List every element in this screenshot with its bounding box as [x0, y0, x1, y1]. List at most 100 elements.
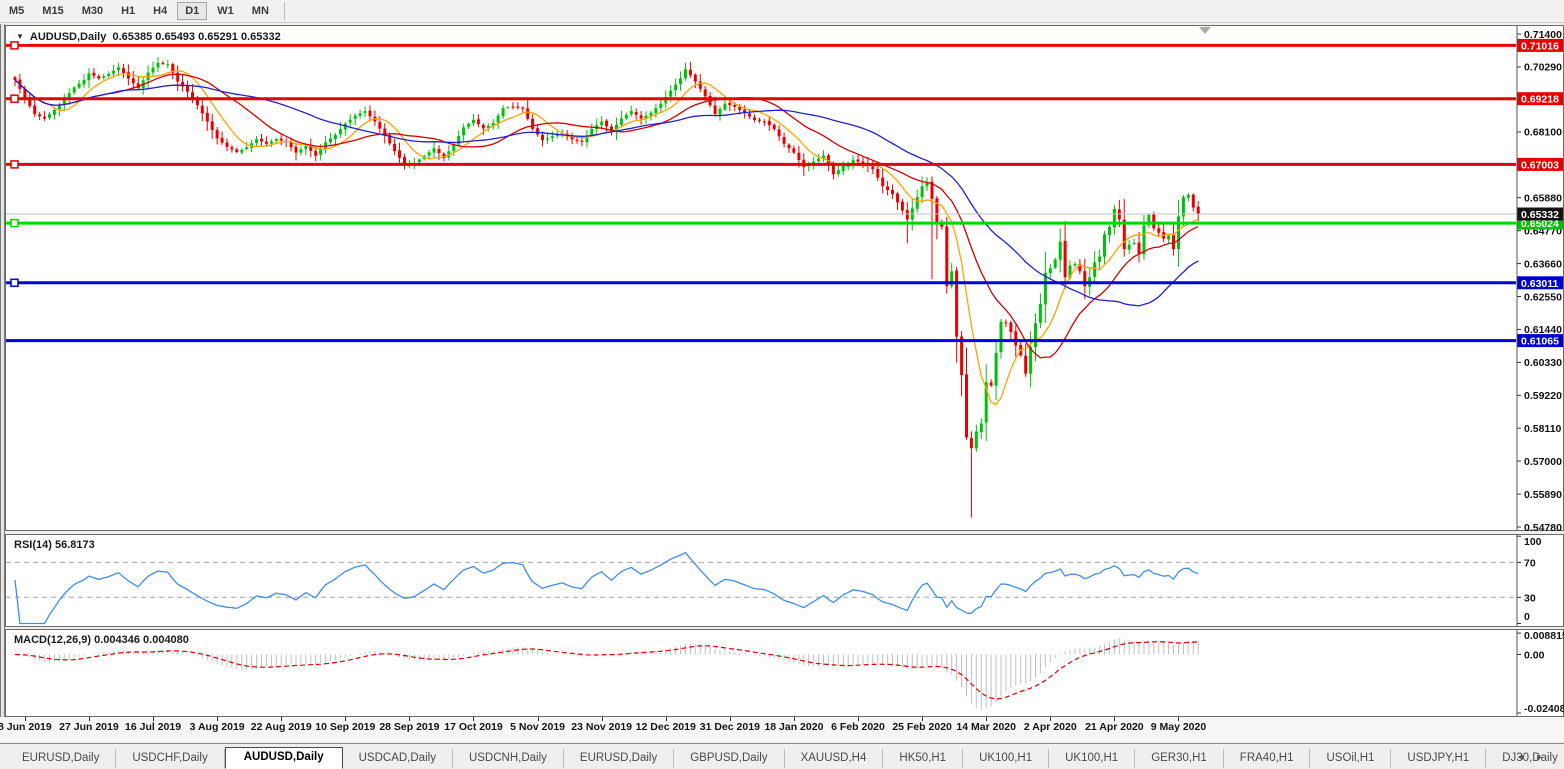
medium-ma	[14, 73, 1199, 359]
tab-fra40-h1[interactable]: FRA40,H1	[1224, 749, 1311, 768]
timeframe-button-h4[interactable]: H4	[153, 5, 168, 17]
tab-hk50-h1[interactable]: HK50,H1	[883, 749, 964, 768]
timeframe-button-m5[interactable]: M5	[9, 5, 25, 17]
chart-title: ▼ AUDUSD,Daily 0.65385 0.65493 0.65291 0.…	[16, 31, 281, 43]
date-label: 8 Jun 2019	[0, 721, 52, 733]
date-label: 18 Jan 2020	[764, 721, 824, 733]
date-tick	[1050, 717, 1052, 721]
svg-text:0.61065: 0.61065	[1521, 336, 1559, 348]
date-tick	[793, 717, 795, 721]
date-tick	[986, 717, 988, 721]
svg-text:0.63660: 0.63660	[1524, 258, 1562, 270]
timeframe-button-mn[interactable]: MN	[251, 5, 269, 17]
macd-axis[interactable]: 0.008815 0.00 -0.024082	[1516, 630, 1564, 716]
horizontal-line-0.71016[interactable]	[6, 41, 1516, 50]
svg-text:0.54780: 0.54780	[1524, 522, 1562, 534]
svg-text:0.68100: 0.68100	[1524, 127, 1562, 139]
date-label: 31 Dec 2019	[699, 721, 760, 733]
price-badge-0.61065: 0.61065	[1517, 334, 1563, 348]
ohlc-close: 0.65332	[240, 31, 281, 43]
tab-usdjpy-h1[interactable]: USDJPY,H1	[1391, 749, 1487, 768]
date-tick	[24, 717, 26, 721]
chart-menu-icon[interactable]: ▼	[16, 32, 24, 41]
rsi-frame	[5, 534, 1564, 627]
svg-text:-0.024082: -0.024082	[1524, 703, 1564, 715]
tab-xauusd-h4[interactable]: XAUUSD,H4	[785, 749, 884, 768]
tab-gbpusd-daily[interactable]: GBPUSD,Daily	[674, 749, 785, 768]
svg-text:0.65332: 0.65332	[1521, 209, 1559, 221]
candles	[13, 57, 1200, 518]
timeframe-toolbar: M5 M15 M30 H1 H4 D1 W1 MN	[0, 0, 1564, 23]
tab-ger30-h1[interactable]: GER30,H1	[1135, 749, 1224, 768]
macd-frame	[5, 629, 1564, 717]
tab-uk100-h1[interactable]: UK100,H1	[1049, 749, 1136, 768]
slow-ma	[14, 79, 1199, 307]
date-tick	[665, 717, 667, 721]
timeframe-button-h1[interactable]: H1	[121, 5, 136, 17]
svg-text:30: 30	[1524, 592, 1536, 604]
timeframe-button-d1[interactable]: D1	[177, 2, 208, 20]
horizontal-line-0.67003[interactable]	[6, 160, 1516, 169]
svg-text:0.55890: 0.55890	[1524, 489, 1562, 501]
chart-shift-marker-icon	[1199, 27, 1211, 34]
tabs-scroll-left-icon[interactable]: ◂	[1517, 752, 1537, 763]
timeframe-button-m15[interactable]: M15	[42, 5, 64, 17]
date-label: 17 Oct 2019	[444, 721, 503, 733]
tab-usdchf-daily[interactable]: USDCHF,Daily	[116, 749, 225, 768]
price-badge-0.63011: 0.63011	[1517, 276, 1563, 290]
date-label: 23 Nov 2019	[571, 721, 633, 733]
date-tick	[601, 717, 603, 721]
main-chart-frame	[5, 25, 1564, 531]
date-label: 10 Sep 2019	[315, 721, 376, 733]
svg-text:0.63011: 0.63011	[1521, 278, 1559, 290]
price-axis[interactable]: 0.714000.702900.681000.658800.647700.636…	[1516, 26, 1563, 534]
price-chart[interactable]: 0.714000.702900.681000.658800.647700.636…	[0, 24, 1564, 534]
date-label: 6 Feb 2020	[831, 721, 885, 733]
horizontal-line-0.63011[interactable]	[6, 278, 1516, 288]
svg-text:0.008815: 0.008815	[1524, 630, 1564, 642]
date-tick	[281, 717, 283, 721]
tab-usdcad-daily[interactable]: USDCAD,Daily	[343, 749, 453, 768]
tab-uk100-h1[interactable]: UK100,H1	[963, 749, 1050, 768]
tab-usdcnh-daily[interactable]: USDCNH,Daily	[453, 749, 564, 768]
date-label: 21 Apr 2020	[1085, 721, 1144, 733]
horizontal-line-0.69218[interactable]	[6, 94, 1516, 103]
date-tick	[345, 717, 347, 721]
date-tick	[409, 717, 411, 721]
timeframe-button-m30[interactable]: M30	[81, 5, 104, 17]
macd-indicator-label: MACD(12,26,9) 0.004346 0.004080	[14, 634, 189, 646]
date-label: 3 Aug 2019	[189, 721, 245, 733]
date-tick	[473, 717, 475, 721]
tabs-scroll-right-icon[interactable]: ▸	[1536, 752, 1556, 763]
date-tick	[729, 717, 731, 721]
timeframe-button-w1[interactable]: W1	[217, 5, 234, 17]
tab-eurusd-daily[interactable]: EURUSD,Daily	[6, 749, 117, 768]
rsi-panel[interactable]: 100 70 30 0	[0, 534, 1564, 627]
rsi-line	[14, 551, 1199, 625]
date-label: 12 Dec 2019	[635, 721, 696, 733]
ohlc-high: 0.65493	[155, 31, 196, 43]
tab-audusd-daily[interactable]: AUDUSD,Daily	[224, 747, 343, 769]
svg-text:0.71016: 0.71016	[1521, 40, 1559, 52]
horizontal-line-0.65024[interactable]	[6, 218, 1516, 228]
rsi-axis[interactable]: 100 70 30 0	[1516, 535, 1563, 626]
line-handle	[10, 218, 19, 228]
tab-usoil-h1[interactable]: USOil,H1	[1310, 749, 1392, 768]
price-badge-0.65332: 0.65332	[1517, 207, 1563, 221]
ohlc-open: 0.65385	[112, 31, 153, 43]
svg-text:0.62550: 0.62550	[1524, 291, 1562, 303]
date-tick	[153, 717, 155, 721]
date-label: 25 Feb 2020	[892, 721, 952, 733]
date-axis[interactable]: 8 Jun 2019 27 Jun 2019 16 Jul 2019 3 Aug 20…	[0, 717, 1564, 741]
chart-tabs-bar: EURUSD,Daily USDCHF,Daily AUDUSD,Daily USDC…	[0, 743, 1564, 769]
date-label: 2 Apr 2020	[1023, 721, 1077, 733]
tab-eurusd-daily[interactable]: EURUSD,Daily	[564, 749, 675, 768]
macd-panel[interactable]: 0.008815 0.00 -0.024082	[0, 629, 1564, 717]
svg-text:0.67003: 0.67003	[1521, 159, 1559, 171]
date-label: 14 Mar 2020	[956, 721, 1016, 733]
svg-text:0.65880: 0.65880	[1524, 193, 1562, 205]
tab-dj30-daily[interactable]: DJ30,Daily	[1486, 749, 1564, 768]
svg-text:0.69218: 0.69218	[1521, 94, 1559, 106]
svg-text:0.57000: 0.57000	[1524, 456, 1562, 468]
